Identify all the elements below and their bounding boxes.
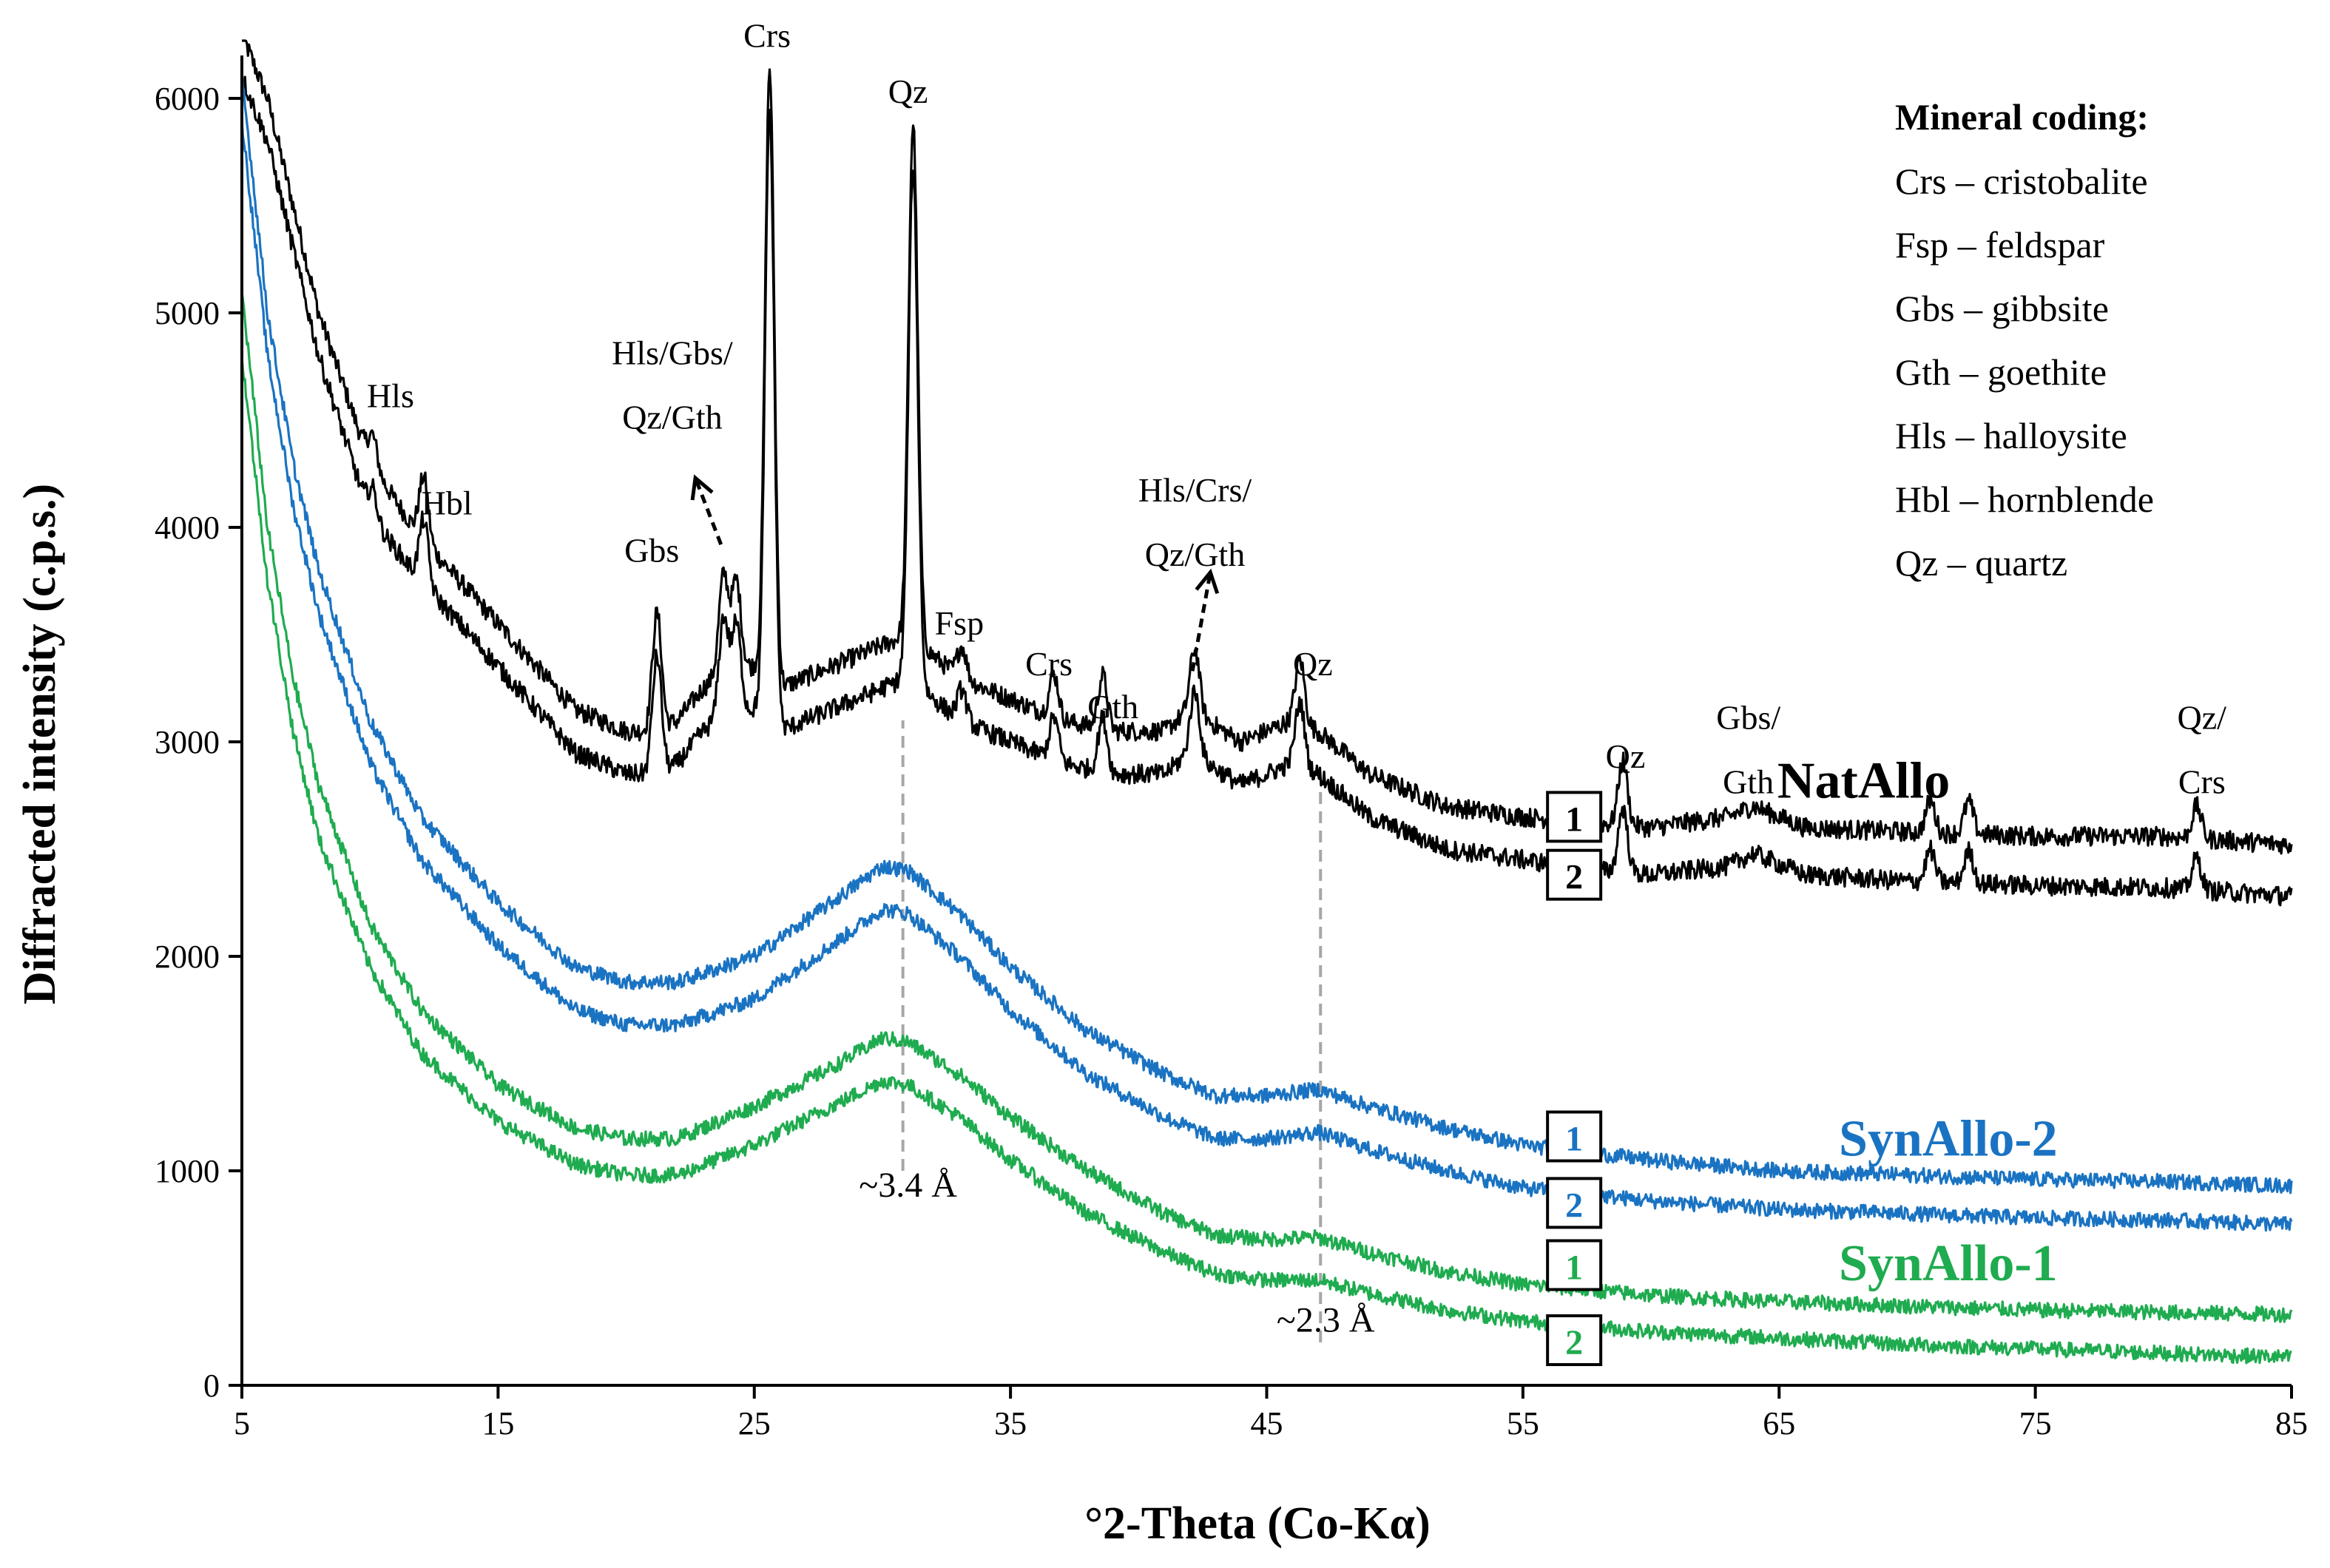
replicate-box — [1546, 1314, 1603, 1366]
peak-label: Hls/Gbs/ — [612, 334, 733, 372]
peak-label: Gth — [1087, 688, 1138, 726]
x-axis-title: °2-Theta (Co-Kα) — [1084, 1498, 1430, 1549]
replicate-number: 2 — [1565, 858, 1583, 897]
reference-lines — [901, 720, 1323, 1342]
d-spacing-label: ~3.4 Å — [859, 1166, 957, 1205]
mineral-legend: Mineral coding: Crs – cristobalite Fsp – … — [1895, 96, 2154, 584]
legend-item: Qz – quartz — [1895, 542, 2067, 584]
annotation-arrows — [690, 474, 1220, 672]
x-tick-label: 25 — [738, 1405, 771, 1442]
series-line-natallo-2 — [240, 75, 2293, 907]
legend-item: Gth – goethite — [1895, 351, 2107, 393]
tick-labels: 5 15 25 35 45 55 65 75 85 0 1000 2000 3000 4000 5000 60… — [155, 81, 2308, 1442]
y-tick-label: 1000 — [155, 1153, 220, 1189]
arrow-shaft — [1190, 572, 1212, 672]
d-spacing-label: ~2.3 Å — [1277, 1301, 1375, 1340]
replicate-box — [1546, 791, 1603, 843]
x-tick-label: 5 — [234, 1405, 250, 1442]
peak-label: Qz — [1293, 645, 1333, 683]
peak-label: Fsp — [935, 604, 984, 642]
arrow-head — [690, 474, 714, 501]
series-labels: NatAllo SynAllo-2 SynAllo-1 — [1777, 752, 2058, 1292]
legend-item: Hbl – hornblende — [1895, 479, 2154, 520]
peak-label: Qz/Gth — [1145, 535, 1245, 573]
series-group — [240, 39, 2293, 1365]
y-tick-label: 3000 — [155, 724, 220, 760]
series-line-synallo-1-1 — [240, 291, 2293, 1323]
y-tick-label: 2000 — [155, 939, 220, 975]
peak-label: Crs — [743, 16, 791, 54]
y-tick-label: 5000 — [155, 295, 220, 331]
replicate-box — [1546, 1177, 1603, 1229]
legend-item: Fsp – feldspar — [1895, 224, 2105, 266]
x-tick-label: 45 — [1251, 1405, 1283, 1442]
replicate-number: 1 — [1565, 1248, 1583, 1288]
peak-label: Gbs/ — [1716, 699, 1780, 737]
peak-label: Crs — [2178, 763, 2226, 801]
replicate-number: 2 — [1565, 1323, 1583, 1362]
peak-label: Hbl — [422, 484, 473, 522]
legend-item: Hls – halloysite — [1895, 415, 2127, 456]
legend-item: Crs – cristobalite — [1895, 160, 2148, 202]
replicate-box — [1546, 1239, 1603, 1291]
arrow-head — [1195, 568, 1220, 595]
replicate-number: 1 — [1565, 1120, 1583, 1159]
series-line-synallo-2-1 — [240, 70, 2293, 1194]
x-tick-label: 85 — [2275, 1405, 2308, 1442]
peak-label: Qz/ — [2178, 699, 2227, 737]
series-line-natallo-1 — [241, 39, 2293, 855]
legend-item: Gbs – gibbsite — [1895, 288, 2109, 329]
replicate-boxes: 1 2 1 2 1 2 — [1546, 791, 1603, 1366]
replicate-number: 1 — [1565, 800, 1583, 839]
peak-label: Qz/Gth — [622, 399, 722, 436]
y-tick-label: 0 — [203, 1368, 220, 1404]
peak-label: Hls — [367, 377, 414, 415]
x-tick-label: 15 — [482, 1405, 514, 1442]
x-tick-label: 35 — [994, 1405, 1027, 1442]
series-line-synallo-2-2 — [240, 120, 2293, 1232]
series-label: NatAllo — [1777, 752, 1950, 809]
legend-title: Mineral coding: — [1895, 96, 2149, 138]
replicate-number: 2 — [1565, 1186, 1583, 1225]
series-label: SynAllo-2 — [1839, 1111, 2058, 1168]
peak-label: Gbs — [624, 531, 679, 569]
peak-label: Gth — [1723, 763, 1774, 801]
y-tick-label: 4000 — [155, 510, 220, 546]
axes — [229, 55, 2293, 1399]
peak-annotations: ~3.4 Å ~2.3 Å Hls Hbl Hls/Gbs/Qz/Gth Gbs Crs Qz… — [367, 16, 2226, 1339]
series-label: SynAllo-1 — [1839, 1235, 2058, 1292]
replicate-box — [1546, 1110, 1603, 1163]
peak-label: Crs — [1025, 645, 1073, 683]
y-axis-title: Diffracted intensity (c.p.s.) — [15, 484, 65, 1004]
series-line-synallo-1-2 — [240, 357, 2292, 1365]
x-tick-label: 65 — [1763, 1405, 1795, 1442]
x-tick-label: 55 — [1507, 1405, 1539, 1442]
peak-label: Qz — [888, 72, 928, 110]
arrow-shaft — [693, 477, 723, 546]
peak-label: Hls/Crs/ — [1138, 471, 1252, 509]
x-tick-label: 75 — [2019, 1405, 2052, 1442]
y-tick-label: 6000 — [155, 81, 220, 117]
peak-label: Qz — [1606, 737, 1646, 775]
replicate-box — [1546, 848, 1603, 901]
